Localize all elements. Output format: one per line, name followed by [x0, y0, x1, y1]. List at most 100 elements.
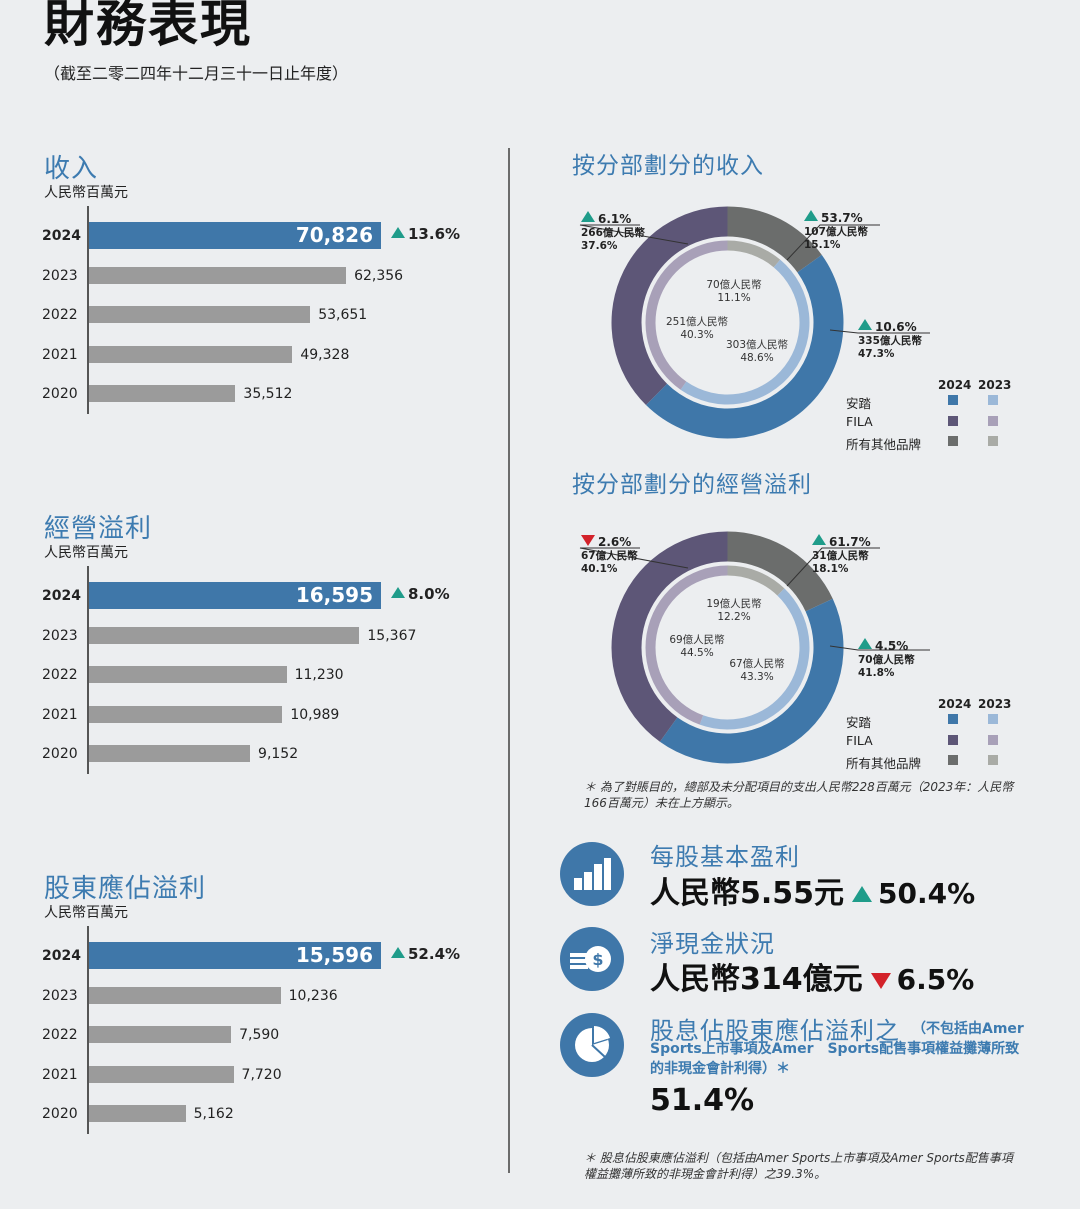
up-triangle-icon: [391, 227, 405, 238]
amount: 266億人民幣: [581, 227, 645, 239]
amount: 335億人民幣: [858, 335, 922, 347]
down-triangle-icon: [581, 535, 595, 546]
bar-year-label: 2022: [42, 1027, 78, 1043]
cash-value: 人民幣314億元 6.5%: [650, 954, 974, 998]
cash-change: 6.5%: [896, 963, 975, 996]
bar: [89, 626, 360, 644]
amount: 67億人民幣: [729, 658, 785, 670]
share: 15.1: [804, 239, 830, 251]
chart-title: 經營溢利: [44, 514, 153, 544]
share: 44.5: [680, 647, 704, 659]
bar: [89, 222, 381, 249]
amount: 107億人民幣: [804, 226, 868, 238]
payout-value: 51.4%: [650, 1083, 755, 1118]
bar-year-label: 2021: [42, 1066, 78, 1083]
bar: [89, 666, 287, 683]
bar: [89, 1065, 234, 1083]
bar-row: 2024 70,826 13.6%: [0, 222, 500, 252]
page-subtitle: （截至二零二四年十二月三十一日止年度）: [44, 64, 349, 83]
bar: [89, 986, 281, 1004]
bar-value-label: 49,328: [300, 346, 350, 363]
amount: 251億人民幣: [665, 316, 729, 328]
y-axis-line: [87, 206, 89, 414]
bar-row: 2023 15,367: [0, 622, 500, 652]
chart-title: 收入: [44, 154, 99, 184]
bar: [89, 745, 251, 762]
shareholder-profit-chart: 股東應佔溢利 人民幣百萬元 2024 15,596 52.4% 2023 10,236 2…: [0, 868, 500, 1158]
cash-coin-icon: $: [560, 927, 624, 991]
swatch-anta-2023: [988, 714, 998, 724]
change-value: 4.5%: [875, 639, 909, 653]
bar: [89, 306, 311, 323]
swatch-fila-2023: [988, 735, 998, 745]
bar-value-label: 35,512: [243, 386, 293, 402]
revenue-chart: 收入 人民幣百萬元 2024 70,826 13.6% 2023 62,356 2022 5…: [0, 148, 500, 438]
pie-chart-icon: [560, 1013, 624, 1077]
share: 40.3: [680, 329, 704, 341]
bar-year-label: 2024: [42, 948, 81, 964]
swatch-fila-2024: [948, 416, 958, 426]
bar-row: 2021 10,989: [0, 701, 500, 731]
bar-value-label: 10,989: [290, 706, 340, 723]
bar-chart-icon: [560, 842, 624, 906]
bar-year-label: 2024: [42, 228, 81, 244]
bar: [89, 582, 381, 609]
leader-lines: [579, 224, 930, 334]
change-value: 6.1%: [598, 212, 632, 226]
share: 37.6: [581, 240, 607, 252]
bar-value-label: 10,236: [288, 987, 338, 1004]
donut-slice-2024: [611, 206, 728, 406]
swatch-anta-2023: [988, 395, 998, 405]
segment-profit-donut: [611, 531, 844, 764]
legend-other: 所有其他品牌: [846, 756, 922, 771]
payout-desc: （不包括由Amer Sports上市事項及Amer Sports配售事項權益攤薄…: [650, 1021, 1024, 1077]
swatch-other-2024: [948, 436, 958, 446]
chart-title: 股東應佔溢利: [44, 874, 207, 904]
op-anta-2023-label: 67億人民幣 43.3%: [729, 658, 785, 683]
op-other-2024-label: 61.7% 31億人民幣 18.1%: [812, 534, 871, 575]
share: 11.1: [717, 292, 741, 304]
bar-row: 2020 35,512: [0, 380, 500, 410]
bar-year-label: 2020: [42, 386, 78, 402]
legend-year: 2023: [978, 697, 1012, 711]
bar-year-label: 2023: [42, 267, 78, 284]
legend-anta: 安踏: [846, 396, 872, 411]
bar-value-label: 16,595: [295, 583, 373, 607]
bar-value-label: 5,162: [193, 1106, 234, 1122]
eps-title: 每股基本盈利: [650, 843, 800, 871]
op-fila-2023-label: 69億人民幣 44.5%: [669, 634, 725, 659]
donut-slice-2023: [645, 240, 728, 390]
svg-text:$: $: [592, 950, 603, 969]
swatch-anta-2024: [948, 395, 958, 405]
bar: [89, 1026, 232, 1043]
segment-footnote: ＊ 為了對賬目的，總部及未分配項目的支出人民幣228百萬元（2023年：人民幣1…: [584, 780, 1014, 810]
share: 43.3: [740, 671, 764, 683]
rev-fila-2023-label: 251億人民幣 40.3%: [665, 316, 729, 341]
bar-row: 2020 5,162: [0, 1100, 500, 1130]
bar-row: 2022 11,230: [0, 661, 500, 691]
eps-change: 50.4%: [878, 877, 976, 910]
bar-year-label: 2023: [42, 627, 78, 644]
share: 48.6: [740, 352, 764, 364]
bar-year-label: 2023: [42, 987, 78, 1004]
up-triangle-icon: [391, 587, 405, 598]
chart-unit: 人民幣百萬元: [44, 905, 128, 921]
segment-revenue-title: 按分部劃分的收入: [572, 153, 764, 179]
bar-value-label: 15,596: [295, 943, 373, 967]
op-other-2023-label: 19億人民幣 12.2%: [706, 598, 762, 623]
down-triangle-icon: [870, 973, 891, 989]
rev-other-2023-label: 70億人民幣 11.1%: [706, 279, 762, 304]
bar: [89, 266, 347, 284]
bar-value-label: 53,651: [318, 307, 368, 323]
donut-slice-2024: [727, 206, 822, 273]
amount: 67億人民幣: [581, 550, 638, 562]
legend-year: 2023: [978, 378, 1012, 392]
swatch-other-2024: [948, 755, 958, 765]
donut-slice-2024: [727, 531, 833, 612]
bar-row: 2021 7,720: [0, 1061, 500, 1091]
bar-value-label: 70,826: [295, 223, 373, 247]
segment-profit-legend: 2024 2023 安踏 FILA 所有其他品牌: [846, 697, 1016, 787]
operating-profit-chart: 經營溢利 人民幣百萬元 2024 16,595 8.0% 2023 15,367 2022…: [0, 508, 500, 798]
up-triangle-icon: [804, 210, 818, 221]
bar-value-label: 62,356: [354, 267, 404, 284]
